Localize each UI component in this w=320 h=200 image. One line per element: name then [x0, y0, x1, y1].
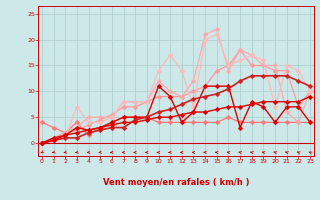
X-axis label: Vent moyen/en rafales ( km/h ): Vent moyen/en rafales ( km/h ): [103, 178, 249, 187]
